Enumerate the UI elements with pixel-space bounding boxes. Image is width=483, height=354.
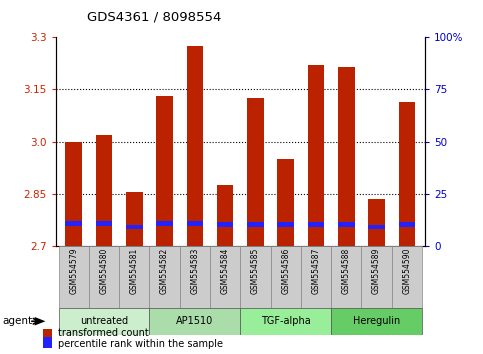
Bar — [398, 102, 415, 246]
Bar — [338, 222, 355, 227]
Bar — [126, 192, 142, 246]
Bar — [65, 142, 82, 246]
Text: AP1510: AP1510 — [176, 316, 213, 326]
Bar — [241, 308, 331, 335]
Text: GSM554585: GSM554585 — [251, 248, 260, 294]
Text: GSM554587: GSM554587 — [312, 248, 321, 294]
Bar — [270, 246, 301, 308]
Bar — [119, 246, 149, 308]
Text: transformed count: transformed count — [58, 328, 149, 338]
Text: untreated: untreated — [80, 316, 128, 326]
Bar — [156, 221, 173, 225]
Bar — [217, 185, 233, 246]
Bar — [398, 222, 415, 227]
Text: GSM554580: GSM554580 — [99, 248, 109, 294]
Bar — [392, 246, 422, 308]
Text: GSM554590: GSM554590 — [402, 248, 412, 295]
Bar — [368, 199, 385, 246]
Bar — [180, 246, 210, 308]
Text: Heregulin: Heregulin — [353, 316, 400, 326]
Bar — [338, 67, 355, 246]
Bar — [217, 222, 233, 227]
Bar — [247, 98, 264, 246]
Bar — [308, 65, 325, 246]
Bar — [149, 246, 180, 308]
Bar — [126, 225, 142, 229]
Bar — [89, 246, 119, 308]
Text: GSM554579: GSM554579 — [69, 248, 78, 295]
Text: agent: agent — [2, 316, 32, 326]
Bar — [65, 221, 82, 225]
Text: GSM554582: GSM554582 — [160, 248, 169, 294]
Bar — [331, 246, 361, 308]
Text: GSM554584: GSM554584 — [221, 248, 229, 294]
Text: GSM554588: GSM554588 — [342, 248, 351, 294]
Bar — [58, 246, 89, 308]
Bar — [96, 135, 113, 246]
Bar — [241, 246, 270, 308]
Bar — [149, 308, 241, 335]
Bar — [96, 221, 113, 225]
Bar — [186, 46, 203, 246]
Text: GDS4361 / 8098554: GDS4361 / 8098554 — [87, 11, 221, 24]
Text: GSM554581: GSM554581 — [130, 248, 139, 294]
Text: percentile rank within the sample: percentile rank within the sample — [58, 339, 223, 349]
Text: GSM554586: GSM554586 — [281, 248, 290, 294]
Bar — [368, 225, 385, 229]
Bar — [210, 246, 241, 308]
Text: GSM554583: GSM554583 — [190, 248, 199, 294]
Bar — [301, 246, 331, 308]
Bar — [277, 222, 294, 227]
Bar — [156, 96, 173, 246]
Bar — [186, 221, 203, 225]
Text: GSM554589: GSM554589 — [372, 248, 381, 294]
Text: TGF-alpha: TGF-alpha — [261, 316, 311, 326]
Bar — [247, 222, 264, 227]
Bar — [308, 222, 325, 227]
Bar — [361, 246, 392, 308]
Bar — [58, 308, 149, 335]
Bar — [331, 308, 422, 335]
Bar — [277, 159, 294, 246]
